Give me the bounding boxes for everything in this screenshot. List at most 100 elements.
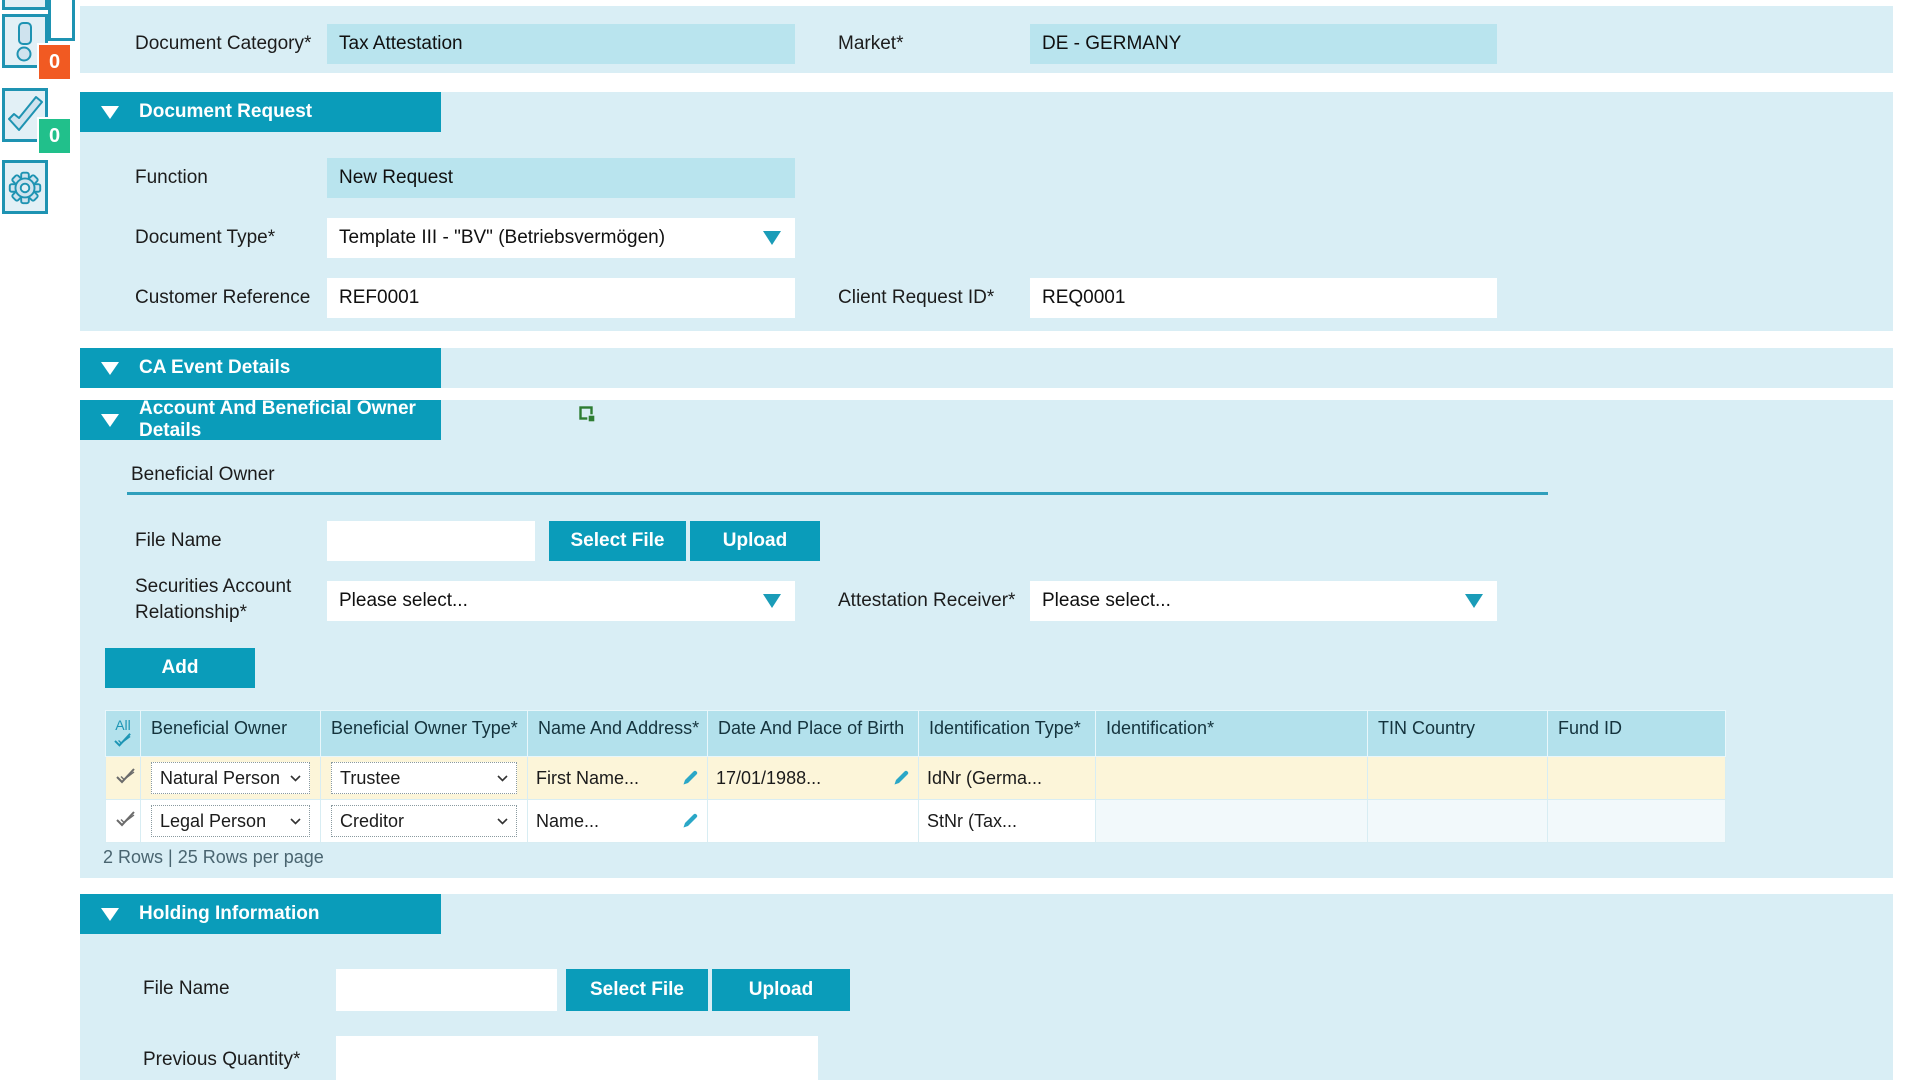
document-category-field: Tax Attestation xyxy=(327,24,795,64)
table-header-row: All Beneficial Owner Beneficial Owner Ty… xyxy=(105,710,1726,757)
customer-reference-input[interactable]: REF0001 xyxy=(327,278,795,318)
chevron-down-icon xyxy=(497,817,508,825)
section-title: Account And Beneficial Owner Details xyxy=(139,398,416,441)
client-request-id-label: Client Request ID* xyxy=(838,287,995,308)
partial-badge xyxy=(48,0,75,41)
securities-account-relationship-label: Securities Account Relationship* xyxy=(135,576,292,623)
section-title: CA Event Details xyxy=(139,357,291,378)
selected-value: Natural Person xyxy=(160,767,281,788)
left-icon-rail: 0 0 xyxy=(0,0,80,1080)
partial-icon[interactable] xyxy=(2,0,48,10)
settings-button[interactable] xyxy=(2,160,48,214)
identification-cell[interactable] xyxy=(1095,799,1368,843)
holding-file-name-input[interactable] xyxy=(336,969,557,1011)
holding-upload-button[interactable]: Upload xyxy=(712,969,850,1011)
market-field: DE - GERMANY xyxy=(1030,24,1497,64)
popout-icon[interactable] xyxy=(579,406,596,423)
row-select-cell[interactable] xyxy=(105,756,141,800)
collapse-icon xyxy=(101,105,119,119)
birth-cell: 17/01/1988... xyxy=(707,756,919,800)
table-pagination-info: 2 Rows | 25 Rows per page xyxy=(103,847,324,867)
document-request-header[interactable]: Document Request xyxy=(80,92,441,132)
attestation-receiver-label: Attestation Receiver* xyxy=(838,590,1016,611)
col-header: Name And Address* xyxy=(527,710,708,757)
bo-upload-button[interactable]: Upload xyxy=(690,521,820,561)
identification-cell[interactable] xyxy=(1095,756,1368,800)
id-type-cell[interactable]: StNr (Tax... xyxy=(918,799,1096,843)
chevron-down-icon xyxy=(290,774,301,782)
checkmark-icon xyxy=(8,96,43,131)
name-address-cell: First Name... xyxy=(527,756,708,800)
edit-icon[interactable] xyxy=(681,812,699,830)
beneficial-owner-table: All Beneficial Owner Beneficial Owner Ty… xyxy=(105,710,1726,843)
tin-country-cell[interactable] xyxy=(1367,756,1548,800)
alert-exclamation-icon xyxy=(16,22,32,62)
edit-icon[interactable] xyxy=(892,769,910,787)
cell-value: First Name... xyxy=(536,767,640,788)
row-select-cell[interactable] xyxy=(105,799,141,843)
fund-id-cell[interactable] xyxy=(1547,756,1726,800)
securities-account-relationship-dropdown[interactable]: Please select... xyxy=(327,581,795,621)
collapse-icon xyxy=(101,413,119,427)
holding-information-header[interactable]: Holding Information xyxy=(80,894,441,934)
tasks-count-badge[interactable]: 0 xyxy=(37,117,72,155)
holding-select-file-button[interactable]: Select File xyxy=(566,969,708,1011)
birth-cell[interactable] xyxy=(707,799,919,843)
col-header: Date And Place of Birth xyxy=(707,710,919,757)
securities-account-relationship-value: Please select... xyxy=(339,590,468,611)
ca-event-details-header[interactable]: CA Event Details xyxy=(80,348,441,388)
select-all-label: All xyxy=(115,717,131,733)
holding-file-name-label: File Name xyxy=(143,978,230,999)
col-header: Identification* xyxy=(1095,710,1368,757)
gear-icon xyxy=(8,171,42,205)
owner-type-select[interactable]: Trustee xyxy=(331,762,517,794)
chevron-down-icon xyxy=(290,817,301,825)
bo-select-file-button[interactable]: Select File xyxy=(549,521,686,561)
edit-icon[interactable] xyxy=(681,769,699,787)
collapse-icon xyxy=(101,361,119,375)
add-button[interactable]: Add xyxy=(105,648,255,688)
row-check-icon xyxy=(116,767,135,783)
bo-file-name-label: File Name xyxy=(135,530,222,551)
beneficial-owner-cell: Natural Person xyxy=(140,756,321,800)
select-all-check-icon xyxy=(114,733,131,747)
attestation-receiver-dropdown[interactable]: Please select... xyxy=(1030,581,1497,621)
document-type-dropdown[interactable]: Template III - "BV" (Betriebsvermögen) xyxy=(327,218,795,258)
function-field: New Request xyxy=(327,158,795,198)
col-header: Beneficial Owner Type* xyxy=(320,710,528,757)
col-header: Fund ID xyxy=(1547,710,1726,757)
col-header: Beneficial Owner xyxy=(140,710,321,757)
cell-value: 17/01/1988... xyxy=(716,767,822,788)
collapse-icon xyxy=(101,907,119,921)
id-type-cell[interactable]: IdNr (Germa... xyxy=(918,756,1096,800)
cell-value: Name... xyxy=(536,810,600,831)
alerts-button[interactable] xyxy=(2,14,48,68)
beneficial-owner-subsection-label: Beneficial Owner xyxy=(131,464,275,485)
beneficial-owner-cell: Legal Person xyxy=(140,799,321,843)
beneficial-owner-select[interactable]: Natural Person xyxy=(151,762,310,794)
market-label: Market* xyxy=(838,33,904,54)
beneficial-owner-select[interactable]: Legal Person xyxy=(151,805,310,837)
previous-quantity-input[interactable] xyxy=(336,1036,818,1080)
function-label: Function xyxy=(135,167,208,188)
account-bo-details-header[interactable]: Account And Beneficial Owner Details xyxy=(80,398,441,441)
document-type-label: Document Type* xyxy=(135,227,276,248)
customer-reference-label: Customer Reference xyxy=(135,287,311,308)
owner-type-cell: Trustee xyxy=(320,756,528,800)
fund-id-cell[interactable] xyxy=(1547,799,1726,843)
dropdown-arrow-icon xyxy=(763,594,781,608)
client-request-id-input[interactable]: REQ0001 xyxy=(1030,278,1497,318)
attestation-receiver-value: Please select... xyxy=(1042,590,1171,611)
row-check-icon xyxy=(116,810,135,826)
col-header: TIN Country xyxy=(1367,710,1548,757)
selected-value: Creditor xyxy=(340,810,405,831)
owner-type-select[interactable]: Creditor xyxy=(331,805,517,837)
bo-file-name-input[interactable] xyxy=(327,521,535,561)
tin-country-cell[interactable] xyxy=(1367,799,1548,843)
alerts-count-badge[interactable]: 0 xyxy=(37,43,72,81)
name-address-cell: Name... xyxy=(527,799,708,843)
dropdown-arrow-icon xyxy=(1465,594,1483,608)
select-all-cell[interactable]: All xyxy=(105,710,141,757)
document-type-value: Template III - "BV" (Betriebsvermögen) xyxy=(339,227,666,248)
